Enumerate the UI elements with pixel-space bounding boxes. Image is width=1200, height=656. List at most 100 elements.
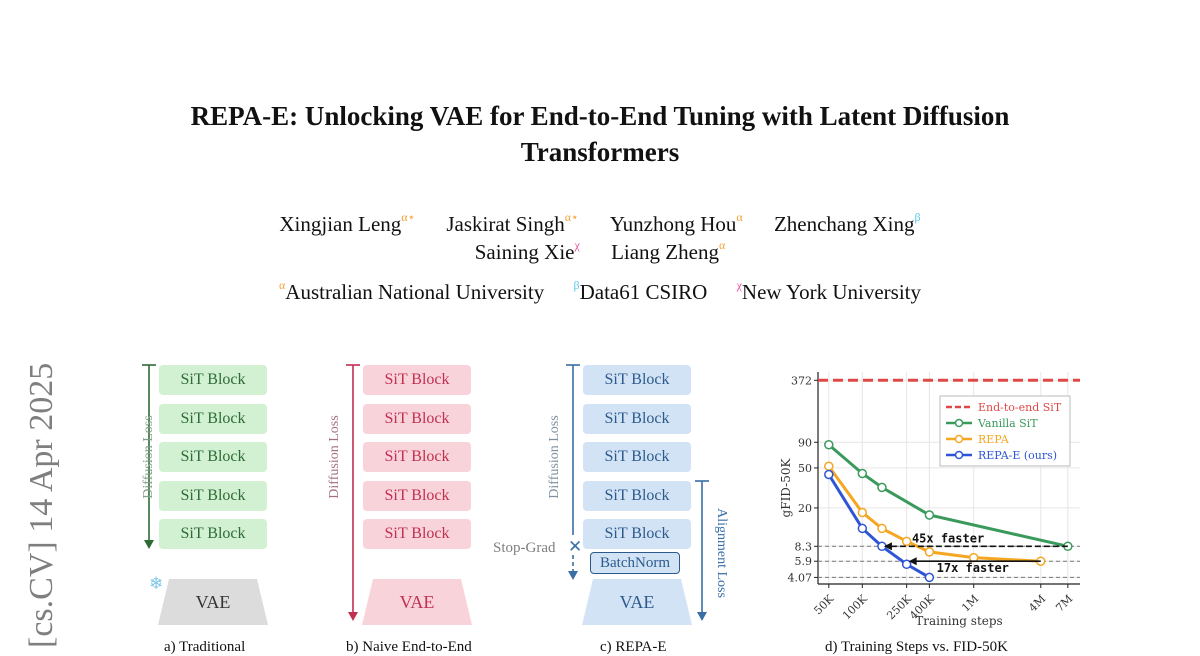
legend-label: End-to-end SiT	[978, 401, 1062, 414]
affiliation-list: αAustralian National University βData61 …	[0, 278, 1200, 305]
stop-grad-label: Stop-Grad	[493, 540, 556, 556]
affiliation: αAustralian National University	[278, 278, 545, 304]
speedup-label: 45x faster	[912, 531, 984, 545]
data-point	[924, 547, 935, 557]
diffusion-loss-label: Diffusion Loss	[141, 415, 156, 499]
sit-block: SiT Block	[159, 519, 267, 549]
diffusion-loss-label: Diffusion Loss	[547, 415, 562, 499]
author-marker: χ	[574, 238, 580, 252]
legend-label: REPA	[978, 433, 1010, 446]
diffusion-loss-arrow	[142, 364, 156, 549]
author-marker: β	[914, 210, 921, 224]
affiliation-marker: α	[278, 278, 286, 292]
y-tick-label: 50	[798, 462, 812, 475]
affiliation: χNew York University	[737, 278, 922, 304]
speedup-arrowhead	[908, 557, 917, 566]
author: Zhenchang Xingβ	[773, 210, 921, 236]
sit-block: SiT Block	[583, 365, 691, 395]
vae-block: VAE	[582, 579, 692, 625]
figure-panel-fid-chart: 4.07 5.9 8.3 20 50 90 372 50K 100K 250K 400K 1M 4M 7M…	[770, 362, 1090, 653]
snowflake-frozen-icon: ❄	[149, 574, 164, 593]
paper-title-line-2: Transformers	[520, 137, 680, 167]
x-tick-label: 50K	[811, 592, 836, 617]
data-point	[901, 559, 912, 570]
author-list-row-2: Saining Xieχ Liang Zhengα	[0, 238, 1200, 265]
author: Xingjian Lengα⋆	[279, 210, 416, 236]
data-point	[824, 469, 834, 480]
speedup-label: 17x faster	[937, 561, 1009, 575]
y-axis-label: gFID-50K	[779, 458, 793, 518]
legend-marker	[954, 418, 964, 428]
data-point	[901, 536, 912, 547]
sit-block: SiT Block	[159, 365, 267, 395]
y-tick-label: 372	[791, 374, 812, 387]
diffusion-loss-arrow	[346, 364, 360, 621]
batchnorm-block: BatchNorm	[590, 552, 680, 574]
data-point	[924, 572, 935, 583]
x-tick-label: 100K	[840, 592, 870, 622]
author-name: Liang Zheng	[611, 240, 719, 264]
author-marker: α⋆	[401, 210, 416, 224]
stop-grad-cross-icon: ✕	[568, 537, 583, 556]
author-name: Yunzhong Hou	[609, 212, 737, 236]
x-tick-label: 250K	[884, 592, 914, 622]
y-tick-label: 8.3	[795, 540, 813, 553]
sit-block: SiT Block	[159, 442, 267, 472]
affiliation-marker: β	[573, 278, 580, 292]
data-point	[824, 440, 834, 450]
sit-block: SiT Block	[159, 481, 267, 511]
affiliation-name: Data61 CSIRO	[579, 280, 708, 304]
paper-title: REPA-E: Unlocking VAE for End-to-End Tun…	[0, 98, 1200, 170]
data-point	[877, 482, 887, 493]
alignment-loss-label: Alignment Loss	[714, 508, 729, 598]
sit-block: SiT Block	[363, 365, 471, 395]
author: Jaskirat Singhα⋆	[446, 210, 578, 236]
affiliation-name: New York University	[741, 280, 922, 304]
data-point	[877, 523, 887, 534]
figure-panel-repa-e: Diffusion Loss Alignment Loss ✕ Stop-Gra…	[490, 355, 750, 655]
legend-label: REPA-E (ours)	[978, 449, 1057, 462]
author-name: Zhenchang Xing	[773, 212, 915, 236]
affiliation-name: Australian National University	[285, 280, 545, 304]
figure-panel-traditional: Diffusion Loss SiT Block SiT Block SiT B…	[120, 355, 280, 655]
sit-block: SiT Block	[583, 519, 691, 549]
author: Yunzhong Houα	[609, 210, 743, 236]
loss-arrows	[566, 364, 709, 621]
affiliation: βData61 CSIRO	[573, 278, 708, 304]
paper-title-line-1: REPA-E: Unlocking VAE for End-to-End Tun…	[190, 101, 1010, 131]
sit-block: SiT Block	[363, 442, 471, 472]
data-point	[924, 510, 935, 520]
author-marker: α	[736, 210, 743, 224]
x-axis-label: Training steps	[915, 614, 1002, 628]
arxiv-sidebar-stamp: [cs.CV] 14 Apr 2025	[23, 362, 60, 648]
author-name: Saining Xie	[474, 240, 575, 264]
sit-block: SiT Block	[583, 481, 691, 511]
x-tick-label: 1M	[959, 592, 981, 614]
y-tick-label: 90	[798, 436, 812, 449]
y-tick-label: 5.9	[795, 555, 813, 568]
author: Liang Zhengα	[611, 238, 726, 264]
legend-label: Vanilla SiT	[977, 417, 1038, 430]
diffusion-loss-label: Diffusion Loss	[327, 415, 342, 499]
figure-panel-naive-end-to-end: Diffusion Loss SiT Block SiT Block SiT B…	[320, 355, 490, 655]
sit-block: SiT Block	[363, 404, 471, 434]
y-tick-label: 20	[798, 502, 812, 515]
author-list-row-1: Xingjian Lengα⋆ Jaskirat Singhα⋆ Yunzhon…	[0, 210, 1200, 237]
legend-marker	[954, 450, 964, 460]
sit-block: SiT Block	[583, 404, 691, 434]
legend-marker	[954, 434, 964, 444]
x-tick-label: 7M	[1053, 592, 1075, 614]
sit-block: SiT Block	[159, 404, 267, 434]
sit-block: SiT Block	[363, 519, 471, 549]
author-name: Jaskirat Singh	[446, 212, 565, 236]
vae-block: VAE	[158, 579, 268, 625]
author-marker: α	[718, 238, 726, 252]
speedup-arrowhead	[883, 542, 892, 551]
data-point	[824, 461, 834, 471]
author: Saining Xieχ	[474, 238, 580, 264]
data-point	[857, 523, 868, 534]
vae-block: VAE	[362, 579, 472, 625]
sit-block: SiT Block	[363, 481, 471, 511]
author-name: Xingjian Leng	[279, 212, 402, 236]
